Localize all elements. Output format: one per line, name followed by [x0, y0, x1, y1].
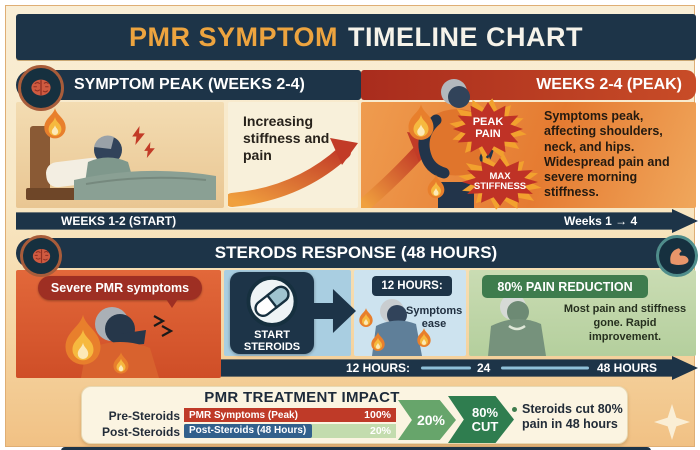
max-stiffness-label: MAX STIFFNESS [473, 171, 527, 192]
pain-reduction-panel: 80% PAIN REDUCTION Most pain and stiffne… [469, 270, 696, 356]
peak-pain-burst: PEAK PAIN [449, 98, 527, 160]
title-rest: TIMELINE CHART [348, 21, 583, 52]
start-steroids-box: START STEROIDS [230, 272, 314, 354]
flame-icon [112, 352, 130, 375]
pre-bar-value: 100% [364, 409, 391, 421]
flame-icon [406, 104, 436, 142]
flame-icon [62, 314, 104, 368]
hours-t1: 24 [477, 361, 491, 375]
symptoms-ease-text: Symptoms ease [406, 305, 463, 331]
brain-icon [26, 73, 56, 103]
brain-badge-2 [20, 235, 62, 277]
row-label-post: Post-Steroids [101, 425, 180, 439]
max-stiffness-burst: MAX STIFFNESS [458, 154, 542, 210]
page-title: PMR SYMPTOM TIMELINE CHART [16, 14, 696, 60]
timeline-segment [421, 367, 471, 370]
severe-symptoms-panel: Severe PMR symptoms [16, 270, 221, 378]
flame-icon [426, 174, 446, 200]
weeks-peak-banner: WEEKS 2-4 (PEAK) [361, 70, 696, 100]
start-steroids-arrow [308, 289, 356, 333]
chevron-20: 20% [398, 400, 456, 440]
rising-arrow [228, 138, 358, 207]
hours-timeline-bar: 12 HOURS: 24 48 HOURS [221, 356, 698, 380]
hours-t2: 48 HOURS [597, 361, 658, 375]
week-timeline-bar: WEEKS 1-2 (START) Weeks 1 → 4 [16, 209, 698, 233]
severe-symptoms-bubble: Severe PMR symptoms [38, 276, 202, 300]
peak-pain-label: PEAK PAIN [472, 116, 504, 140]
pre-steroids-bar: PMR Symptoms (Peak) 100% [184, 408, 396, 422]
timeline-start-label: WEEKS 1-2 (START) [61, 214, 177, 228]
reduction-text: Most pain and stiffness gone. Rapid impr… [563, 303, 687, 343]
pill-capsule-icon [246, 275, 298, 327]
recovered-man-illustration [488, 294, 546, 356]
timeline-segment [501, 367, 589, 370]
impact-note-text: Steroids cut 80% pain in 48 hours [522, 402, 623, 431]
increasing-panel: Increasing stiffness and pain [228, 102, 358, 208]
start-label-line2: STEROIDS [243, 341, 301, 354]
pain-reduction-badge: 80% PAIN REDUCTION [482, 275, 648, 298]
impact-note: Steroids cut 80% pain in 48 hours [512, 402, 624, 432]
symptom-peak-banner: SYMPTOM PEAK (WEEKS 2-4) [16, 70, 361, 100]
title-accent: PMR SYMPTOM [129, 21, 339, 52]
chevron-80-line1: 80% [471, 405, 499, 421]
flame-icon [370, 332, 386, 352]
twelve-hours-panel: 12 HOURS: Symptoms ease [354, 270, 466, 356]
flame-icon [358, 308, 374, 328]
row-label-pre: Pre-Steroids [108, 409, 180, 423]
pre-bar-label: PMR Symptoms (Peak) [189, 409, 298, 421]
start-steroids-panel: START STEROIDS [224, 270, 356, 356]
impact-title: PMR TREATMENT IMPACT [204, 389, 400, 406]
chevron-20-label: 20% [416, 412, 446, 428]
peak-description: Symptoms peak, affecting shoulders, neck… [544, 109, 670, 200]
start-label-line1: START [254, 328, 290, 341]
bottom-bar [61, 447, 651, 450]
timeline-range-label: Weeks 1 → 4 [564, 214, 638, 228]
bullet-dot-icon [512, 407, 517, 412]
flame-icon [42, 108, 68, 140]
easing-man-illustration [372, 299, 422, 356]
hours-t0: 12 HOURS: [346, 361, 411, 375]
bubble-tail [166, 299, 178, 308]
treatment-impact-panel: PMR TREATMENT IMPACT Pre-Steroids Post-S… [81, 386, 628, 444]
infographic-canvas: PMR SYMPTOM TIMELINE CHART SYMPTOM PEAK … [5, 5, 698, 450]
brain-badge [18, 65, 64, 111]
bicep-badge [656, 235, 698, 277]
brain-icon [28, 243, 55, 270]
post-bar-value: 20% [369, 425, 391, 437]
post-bar-label: Post-Steroids (48 Hours) [184, 424, 313, 438]
bicep-flex-icon [664, 243, 691, 270]
chevron-80-line2: CUT [471, 418, 499, 434]
steroids-response-banner: STERODS RESPONSE (48 HOURS) [16, 238, 696, 268]
hours12-badge: 12 HOURS: [372, 276, 452, 296]
post-steroids-bar: Post-Steroids (48 Hours) 20% [184, 424, 396, 438]
sparkle-star-icon [654, 404, 690, 440]
increasing-note: Increasing stiffness and pain [243, 113, 330, 163]
man-in-bed-illustration [26, 126, 216, 200]
bed-illustration-panel [16, 102, 224, 208]
pain-bolt-icon [144, 142, 155, 158]
